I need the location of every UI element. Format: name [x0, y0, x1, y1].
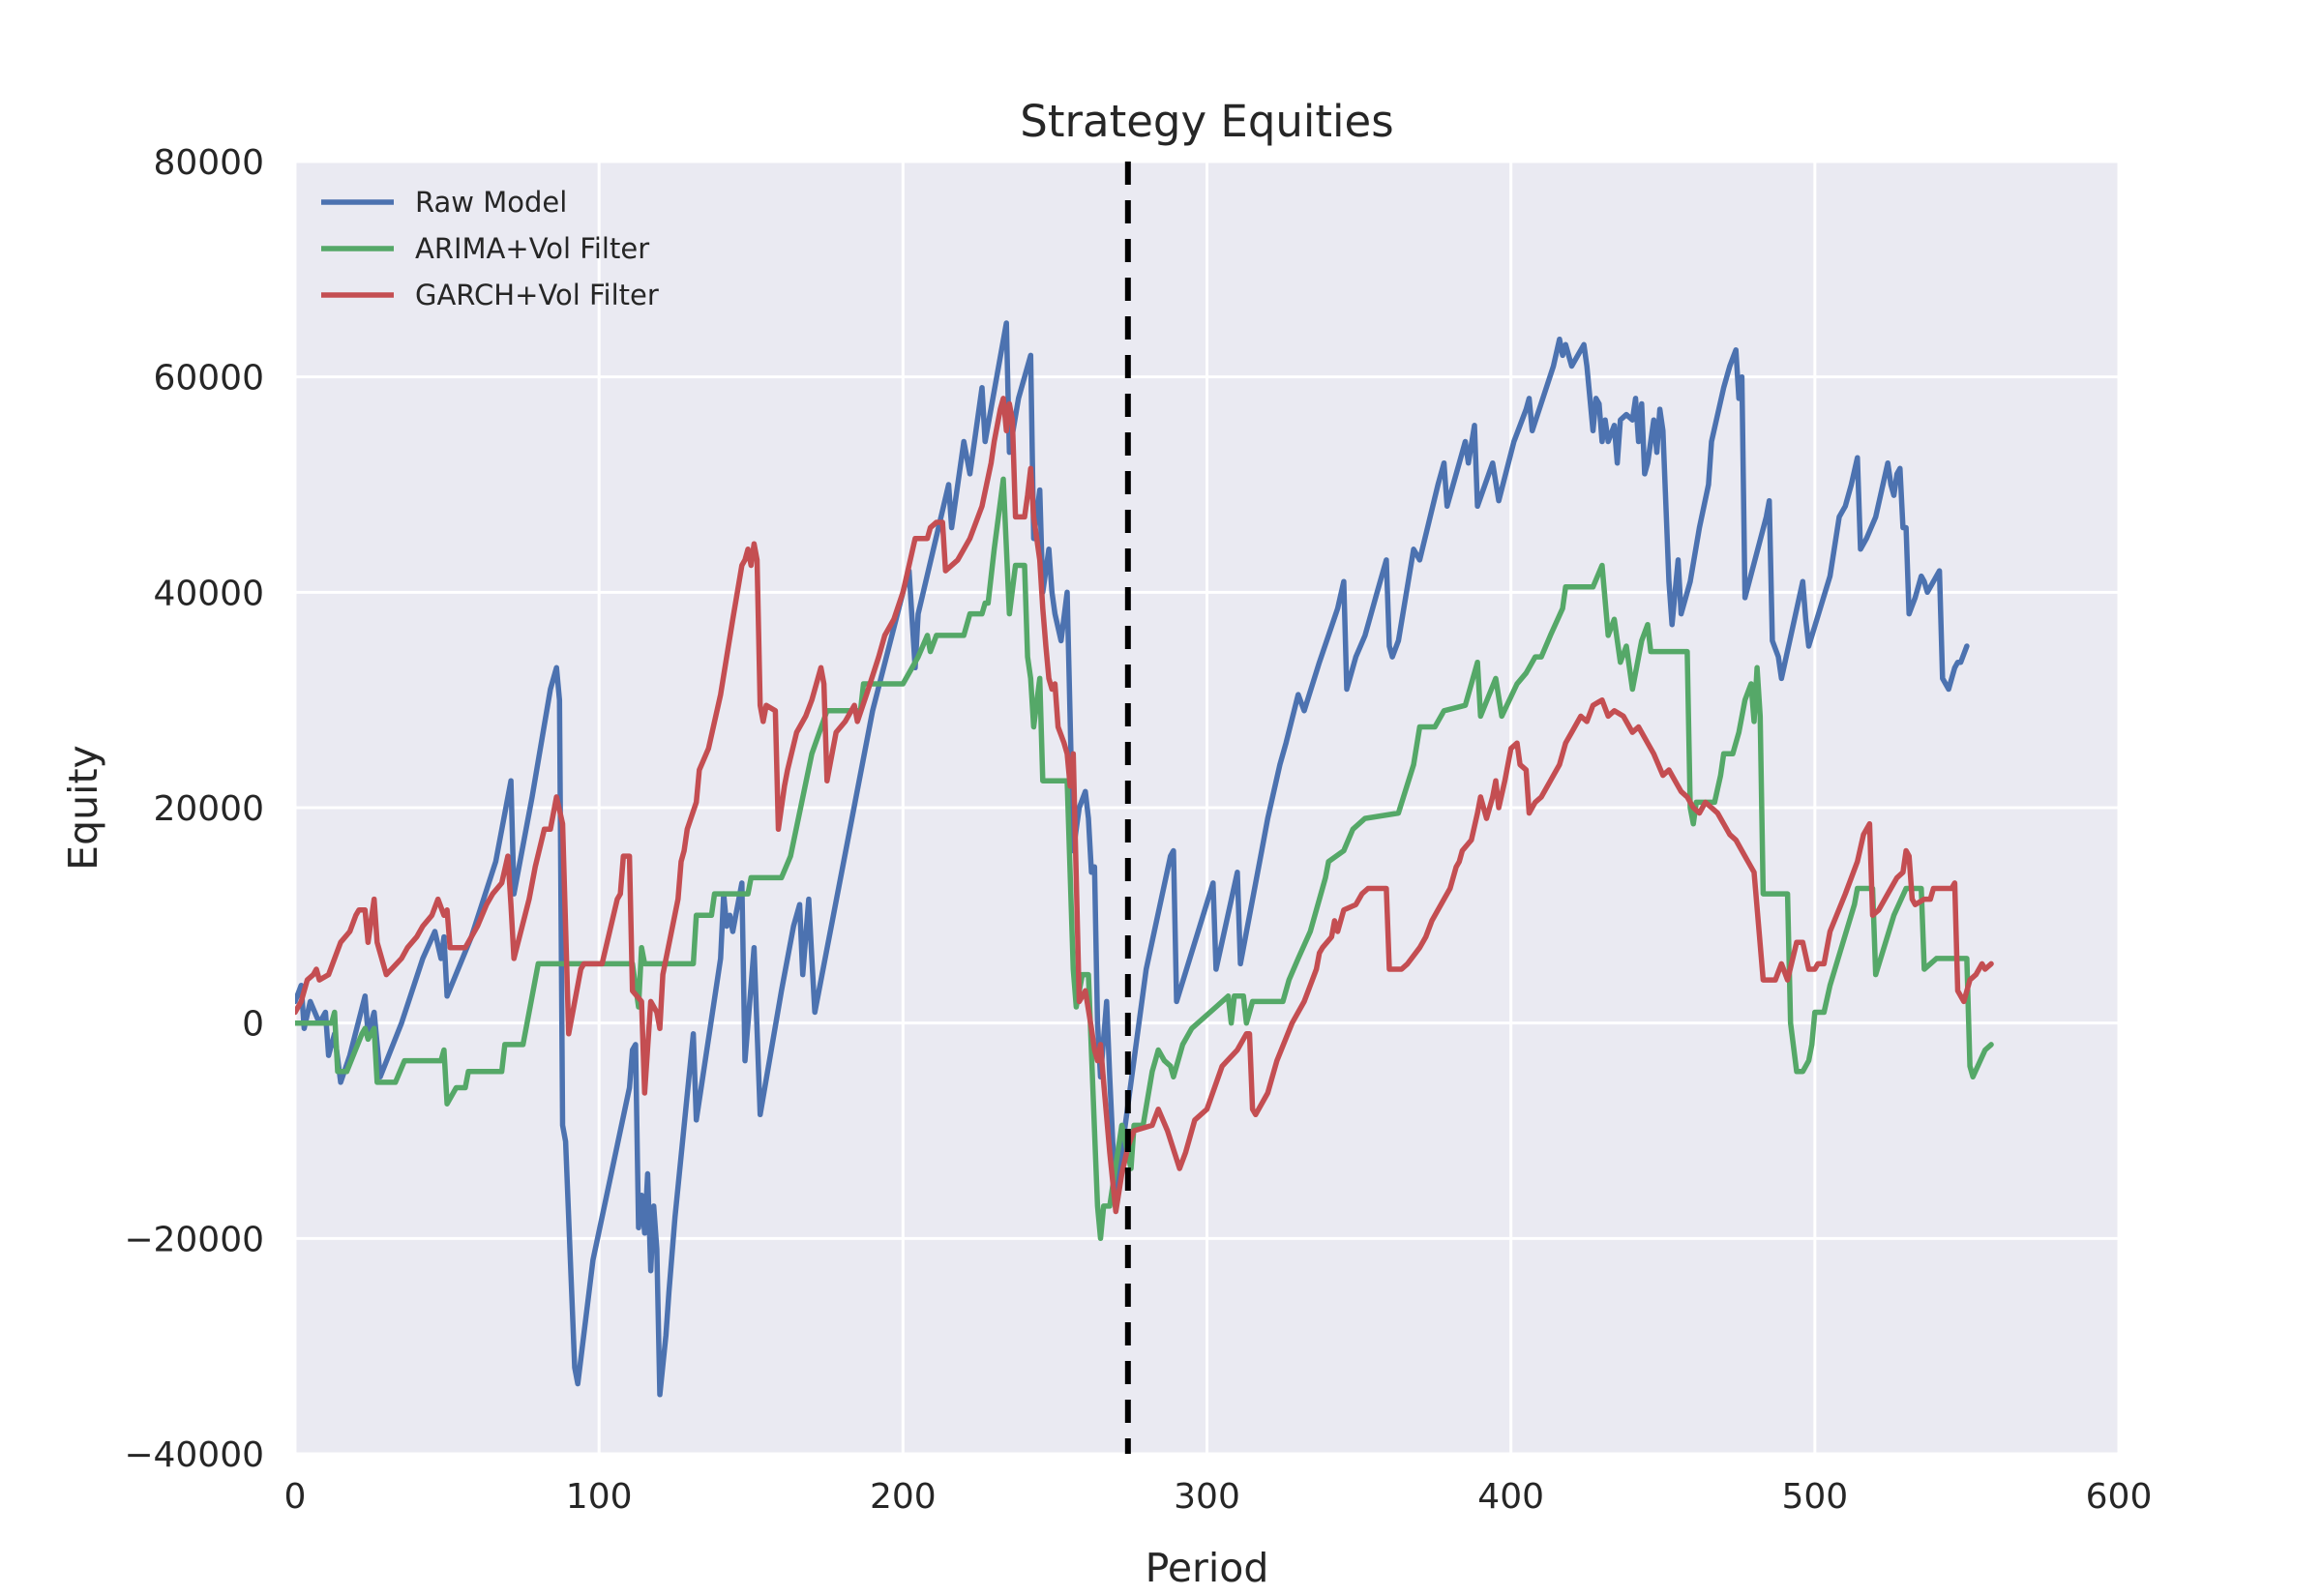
x-tick-labels: 0 100 200 300 400 500 600	[284, 1477, 2153, 1517]
y-tick-labels: −40000 −20000 0 20000 40000 60000 80000	[124, 143, 264, 1475]
y-tick-label: 60000	[153, 359, 264, 399]
gridlines	[293, 160, 2121, 1456]
chart-title: Strategy Equities	[1020, 96, 1393, 147]
x-tick-label: 600	[2086, 1477, 2153, 1517]
legend-label: GARCH+Vol Filter	[415, 279, 659, 311]
x-axis-label: Period	[1146, 1545, 1269, 1591]
x-tick-label: 200	[870, 1477, 937, 1517]
series-line	[295, 320, 1970, 1398]
x-tick-label: 300	[1174, 1477, 1240, 1517]
y-axis-label: Equity	[60, 745, 106, 871]
y-tick-label: 80000	[153, 143, 264, 183]
y-tick-label: 40000	[153, 574, 264, 613]
y-tick-label: −40000	[124, 1435, 264, 1475]
y-tick-label: −20000	[124, 1220, 264, 1259]
x-tick-label: 500	[1781, 1477, 1848, 1517]
y-tick-label: 20000	[153, 789, 264, 829]
x-tick-label: 100	[566, 1477, 633, 1517]
x-tick-label: 400	[1477, 1477, 1544, 1517]
x-tick-label: 0	[284, 1477, 307, 1517]
legend-label: ARIMA+Vol Filter	[415, 232, 649, 265]
series-line	[295, 396, 1994, 1215]
legend: Raw Model ARIMA+Vol Filter GARCH+Vol Filte…	[321, 186, 659, 311]
series-line	[295, 476, 1994, 1242]
y-tick-label: 0	[242, 1005, 264, 1045]
legend-label: Raw Model	[415, 186, 567, 219]
series-lines	[295, 320, 1994, 1398]
